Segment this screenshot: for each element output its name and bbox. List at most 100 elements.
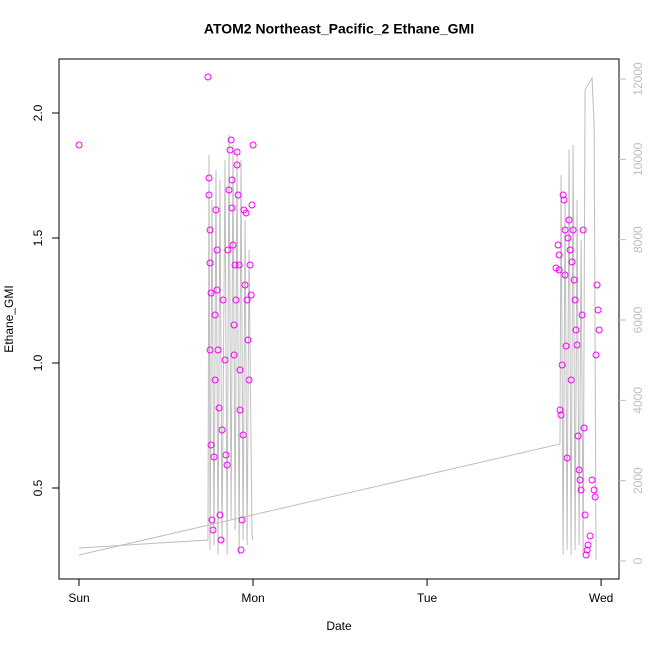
data-point xyxy=(561,226,569,234)
data-point xyxy=(558,361,566,369)
data-point xyxy=(206,259,214,267)
data-point xyxy=(218,426,226,434)
data-point xyxy=(235,261,243,269)
data-point xyxy=(588,476,596,484)
y-tick-label: 1.5 xyxy=(31,229,45,246)
data-point xyxy=(232,296,240,304)
data-point xyxy=(594,306,602,314)
data-point xyxy=(236,406,244,414)
data-point xyxy=(204,73,212,81)
data-point xyxy=(213,286,221,294)
data-point xyxy=(570,276,578,284)
data-point xyxy=(222,451,230,459)
data-point xyxy=(243,296,251,304)
data-point xyxy=(209,526,217,534)
data-point xyxy=(225,186,233,194)
x-tick-label: Mon xyxy=(241,591,264,605)
altitude-line xyxy=(78,134,254,556)
data-point xyxy=(555,251,563,259)
data-point xyxy=(205,174,213,182)
data-point xyxy=(211,376,219,384)
data-point xyxy=(557,411,565,419)
x-tick-label: Tue xyxy=(417,591,438,605)
data-point xyxy=(579,226,587,234)
data-point xyxy=(575,466,583,474)
data-point xyxy=(595,326,603,334)
data-point xyxy=(248,201,256,209)
data-point xyxy=(592,351,600,359)
data-point xyxy=(574,432,582,440)
data-point xyxy=(246,261,254,269)
x-tick-label: Sun xyxy=(68,591,89,605)
data-point xyxy=(228,176,236,184)
y-tick-label: 2.0 xyxy=(31,104,45,121)
altitude-line xyxy=(78,76,597,561)
y-tick-label: 0.5 xyxy=(31,479,45,496)
data-point xyxy=(205,191,213,199)
data-point xyxy=(562,342,570,350)
data-point xyxy=(559,191,567,199)
data-point xyxy=(219,296,227,304)
data-point xyxy=(564,234,572,242)
data-point xyxy=(214,346,222,354)
data-point xyxy=(247,291,255,299)
data-point xyxy=(238,516,246,524)
data-point xyxy=(565,216,573,224)
data-point xyxy=(586,532,594,540)
data-point xyxy=(563,454,571,462)
data-point xyxy=(239,431,247,439)
data-point xyxy=(582,551,590,559)
data-point xyxy=(207,289,215,297)
data-point xyxy=(241,281,249,289)
data-point xyxy=(577,486,585,494)
data-point xyxy=(561,271,569,279)
data-point xyxy=(206,226,214,234)
data-point xyxy=(581,511,589,519)
data-point xyxy=(578,311,586,319)
data-point xyxy=(224,246,232,254)
data-point xyxy=(566,246,574,254)
data-point xyxy=(231,261,239,269)
data-point xyxy=(583,546,591,554)
data-point xyxy=(590,486,598,494)
data-point xyxy=(573,341,581,349)
data-point xyxy=(206,346,214,354)
data-point xyxy=(210,453,218,461)
chart-title: ATOM2 Northeast_Pacific_2 Ethane_GMI xyxy=(204,21,474,37)
data-point xyxy=(580,424,588,432)
data-point xyxy=(223,461,231,469)
data-point xyxy=(236,366,244,374)
data-point xyxy=(213,246,221,254)
data-point xyxy=(215,404,223,412)
y2-tick-label: 2000 xyxy=(631,467,645,494)
x-tick-label: Wed xyxy=(589,591,613,605)
data-point xyxy=(555,266,563,274)
data-point xyxy=(216,511,224,519)
data-point xyxy=(249,141,257,149)
data-point xyxy=(571,296,579,304)
data-point xyxy=(229,241,237,249)
data-point xyxy=(228,204,236,212)
data-point xyxy=(567,376,575,384)
data-point xyxy=(227,136,235,144)
data-point xyxy=(554,241,562,249)
data-point xyxy=(591,493,599,501)
data-point xyxy=(208,516,216,524)
y2-tick-label: 0 xyxy=(631,557,645,564)
data-point xyxy=(230,321,238,329)
data-point xyxy=(234,191,242,199)
y2-tick-label: 8000 xyxy=(631,226,645,253)
data-point xyxy=(212,206,220,214)
data-point xyxy=(207,441,215,449)
y-tick-label: 1.0 xyxy=(31,354,45,371)
data-point xyxy=(560,196,568,204)
data-point xyxy=(584,541,592,549)
y2-tick-label: 4000 xyxy=(631,387,645,414)
data-point xyxy=(556,406,564,414)
data-point xyxy=(245,376,253,384)
data-point xyxy=(244,336,252,344)
data-point xyxy=(233,148,241,156)
data-point xyxy=(221,356,229,364)
data-point xyxy=(568,258,576,266)
